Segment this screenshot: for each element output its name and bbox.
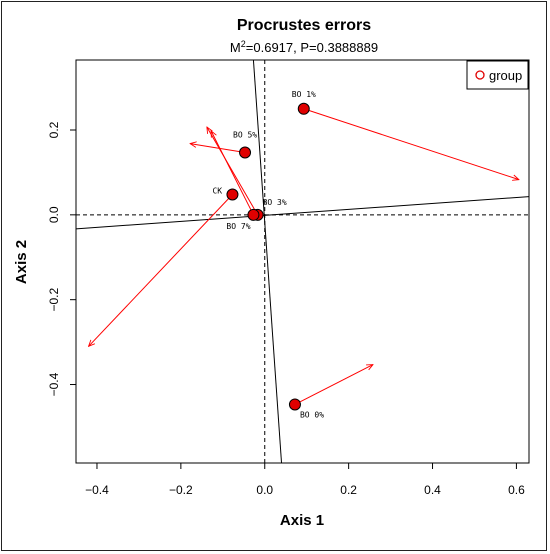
x-axis-label: Axis 1 — [280, 512, 324, 529]
chart-title: Procrustes errors — [237, 17, 371, 34]
point-label-bo-1-: BO 1% — [292, 90, 316, 99]
point-bo-5- — [239, 146, 252, 159]
point-bo-0- — [288, 398, 301, 411]
legend-symbol — [475, 70, 485, 80]
arrow-ck — [89, 194, 233, 346]
chart-subtitle: M2=0.6917, P=0.3888889 — [230, 39, 378, 55]
legend-label: group — [489, 68, 522, 83]
point-labels: BO 1% BO 5% CK BO 3% BO 7% BO 0% — [212, 90, 324, 420]
data-points — [226, 102, 310, 411]
subtitle-superscript: 2 — [241, 39, 246, 49]
point-label-bo-5-: BO 5% — [233, 130, 257, 139]
y-tick-label-0: −0.4 — [47, 372, 61, 396]
x-tick-label-3: 0.2 — [340, 483, 357, 497]
x-tick-label-2: 0.0 — [256, 483, 273, 497]
x-axis: −0.4 −0.2 0.0 0.2 0.4 0.6 — [85, 462, 525, 497]
arrow-bo-0- — [294, 365, 373, 405]
y-axis: −0.4 −0.2 0.0 0.2 — [47, 121, 77, 396]
point-label-bo-0-: BO 0% — [300, 410, 324, 419]
arrow-bo-7- — [211, 131, 254, 216]
subtitle-prefix: M — [230, 40, 241, 55]
arrow-bo-3- — [207, 127, 259, 216]
arrow-bo-5- — [190, 144, 246, 153]
x-tick-label-1: −0.2 — [169, 483, 193, 497]
point-ck — [226, 188, 239, 201]
y-tick-label-3: 0.2 — [47, 121, 61, 138]
legend: group — [466, 60, 529, 90]
y-tick-label-1: −0.2 — [47, 288, 61, 312]
y-tick-label-2: 0.0 — [47, 206, 61, 223]
x-tick-label-5: 0.6 — [508, 483, 525, 497]
point-label-ck: CK — [212, 186, 222, 195]
arrow-bo-1- — [303, 108, 519, 180]
legend-box — [466, 60, 529, 90]
x-tick-label-0: −0.4 — [85, 483, 109, 497]
rotation-axis-2 — [252, 59, 283, 464]
procrustes-arrows — [89, 108, 519, 405]
point-label-bo-7-: BO 7% — [226, 222, 250, 231]
reference-lines — [76, 60, 529, 463]
x-tick-label-4: 0.4 — [424, 483, 441, 497]
plot-area-border — [75, 59, 530, 464]
point-bo-7- — [247, 208, 260, 221]
subtitle-statistics: =0.6917, P=0.3888889 — [246, 40, 378, 55]
rotation-axis-1 — [75, 196, 530, 230]
y-axis-label: Axis 2 — [13, 240, 30, 284]
point-label-bo-3-: BO 3% — [263, 198, 287, 207]
rotation-axes — [75, 59, 530, 464]
point-bo-1- — [297, 102, 310, 115]
